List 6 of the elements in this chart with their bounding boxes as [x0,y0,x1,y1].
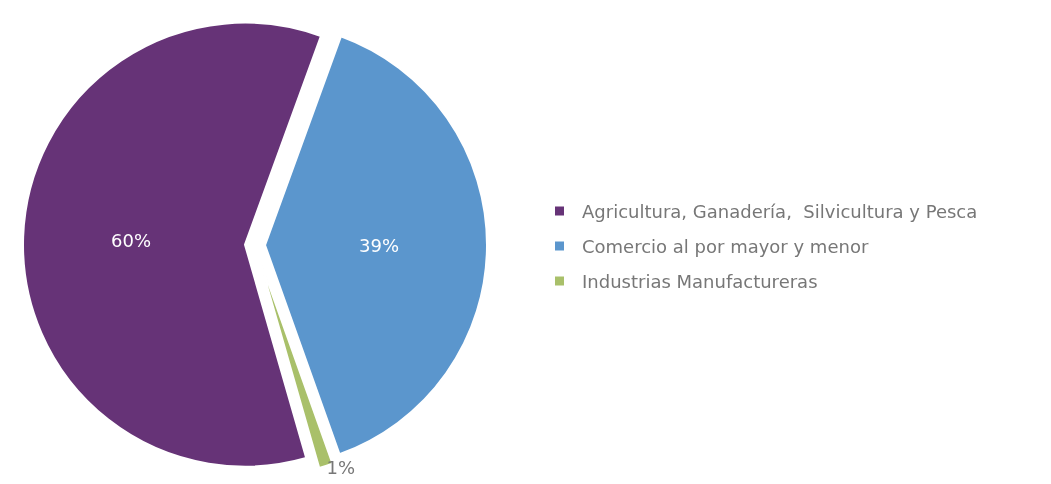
data-label: 39% [358,234,400,256]
legend-label: Agricultura, Ganadería, Silvicultura y Pesca [582,200,978,222]
legend-label: Industrias Manufactureras [582,270,818,292]
data-label: 1% [326,457,356,479]
data-label: 60% [111,230,152,252]
legend-label: Comercio al por mayor y menor [582,235,869,257]
